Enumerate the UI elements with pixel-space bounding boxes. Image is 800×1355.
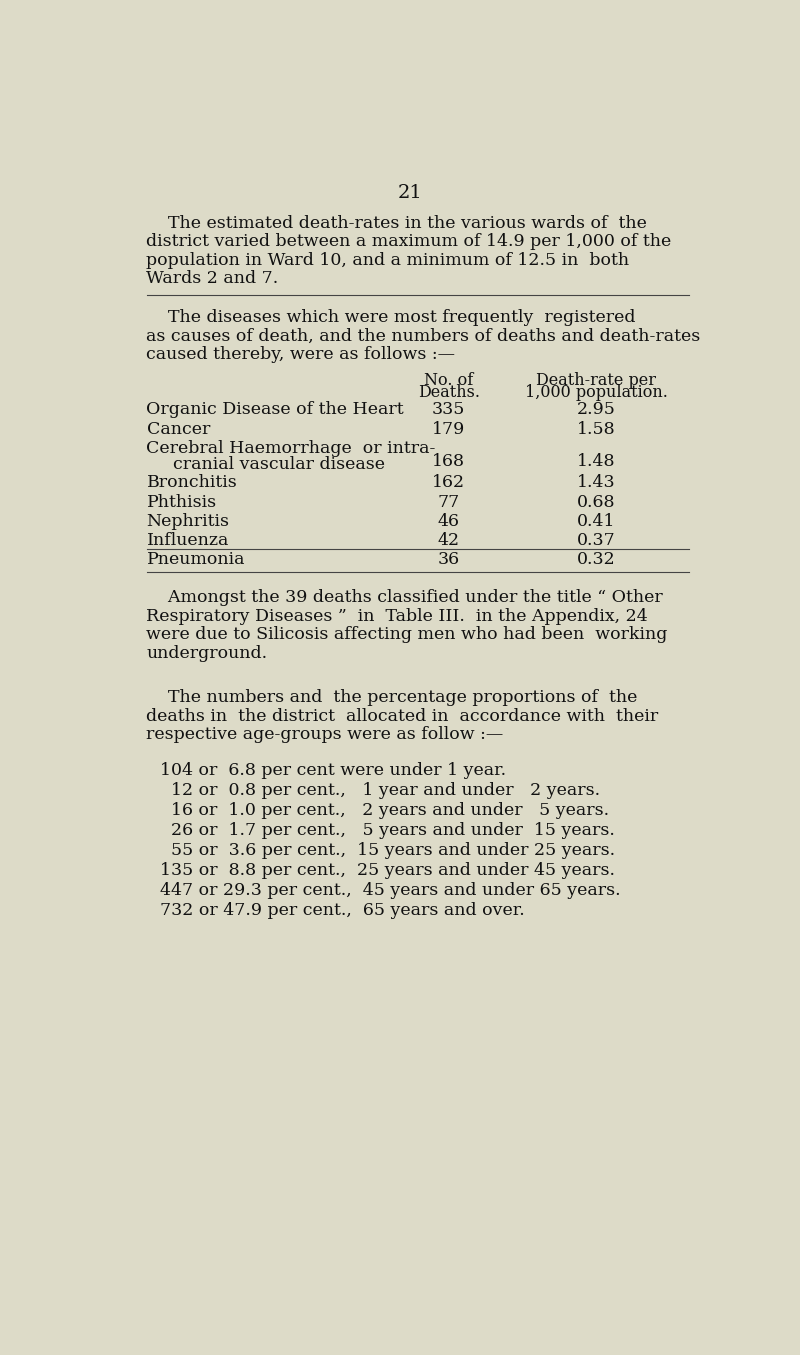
Text: 26 or  1.7 per cent.,   5 years and under  15 years.: 26 or 1.7 per cent., 5 years and under 1…: [161, 821, 615, 839]
Text: 2.95: 2.95: [577, 401, 615, 419]
Text: 36: 36: [438, 551, 460, 569]
Text: 732 or 47.9 per cent.,  65 years and over.: 732 or 47.9 per cent., 65 years and over…: [161, 902, 526, 919]
Text: 0.41: 0.41: [577, 514, 615, 530]
Text: Influenza: Influenza: [146, 533, 229, 549]
Text: 1.43: 1.43: [577, 474, 615, 492]
Text: 1,000 population.: 1,000 population.: [525, 385, 667, 401]
Text: Nephritis: Nephritis: [146, 514, 230, 530]
Text: cranial vascular disease: cranial vascular disease: [162, 457, 385, 473]
Text: were due to Silicosis affecting men who had been  working: were due to Silicosis affecting men who …: [146, 626, 668, 644]
Text: 0.32: 0.32: [577, 551, 615, 569]
Text: 1.58: 1.58: [577, 420, 615, 438]
Text: 447 or 29.3 per cent.,  45 years and under 65 years.: 447 or 29.3 per cent., 45 years and unde…: [161, 882, 621, 898]
Text: 12 or  0.8 per cent.,   1 year and under   2 years.: 12 or 0.8 per cent., 1 year and under 2 …: [161, 782, 601, 798]
Text: 135 or  8.8 per cent.,  25 years and under 45 years.: 135 or 8.8 per cent., 25 years and under…: [161, 862, 615, 879]
Text: Organic Disease of the Heart: Organic Disease of the Heart: [146, 401, 404, 419]
Text: Phthisis: Phthisis: [146, 493, 217, 511]
Text: Deaths.: Deaths.: [418, 385, 480, 401]
Text: deaths in  the district  allocated in  accordance with  their: deaths in the district allocated in acco…: [146, 707, 658, 725]
Text: 55 or  3.6 per cent.,  15 years and under 25 years.: 55 or 3.6 per cent., 15 years and under …: [161, 841, 615, 859]
Text: 168: 168: [432, 453, 466, 469]
Text: Bronchitis: Bronchitis: [146, 474, 238, 492]
Text: Cancer: Cancer: [146, 420, 210, 438]
Text: The numbers and  the percentage proportions of  the: The numbers and the percentage proportio…: [146, 690, 638, 706]
Text: caused thereby, were as follows :—: caused thereby, were as follows :—: [146, 346, 455, 363]
Text: Death-rate per: Death-rate per: [536, 373, 656, 389]
Text: 1.48: 1.48: [577, 453, 615, 469]
Text: 42: 42: [438, 533, 460, 549]
Text: 104 or  6.8 per cent were under 1 year.: 104 or 6.8 per cent were under 1 year.: [161, 762, 506, 779]
Text: The estimated death-rates in the various wards of  the: The estimated death-rates in the various…: [146, 215, 647, 232]
Text: underground.: underground.: [146, 645, 268, 661]
Text: Respiratory Diseases ”  in  Table III.  in the Appendix, 24: Respiratory Diseases ” in Table III. in …: [146, 607, 648, 625]
Text: Cerebral Haemorrhage  or intra-: Cerebral Haemorrhage or intra-: [146, 440, 436, 457]
Text: 21: 21: [398, 184, 422, 202]
Text: 77: 77: [438, 493, 460, 511]
Text: No. of: No. of: [424, 373, 474, 389]
Text: Wards 2 and 7.: Wards 2 and 7.: [146, 271, 278, 287]
Text: 0.37: 0.37: [577, 533, 615, 549]
Text: 335: 335: [432, 401, 466, 419]
Text: The diseases which were most frequently  registered: The diseases which were most frequently …: [146, 309, 636, 327]
Text: 0.68: 0.68: [577, 493, 615, 511]
Text: district varied between a maximum of 14.9 per 1,000 of the: district varied between a maximum of 14.…: [146, 233, 672, 251]
Text: 162: 162: [432, 474, 466, 492]
Text: as causes of death, and the numbers of deaths and death-rates: as causes of death, and the numbers of d…: [146, 328, 701, 344]
Text: Pneumonia: Pneumonia: [146, 551, 245, 569]
Text: respective age-groups were as follow :—: respective age-groups were as follow :—: [146, 726, 504, 744]
Text: Amongst the 39 deaths classified under the title “ Other: Amongst the 39 deaths classified under t…: [146, 589, 663, 606]
Text: population in Ward 10, and a minimum of 12.5 in  both: population in Ward 10, and a minimum of …: [146, 252, 630, 268]
Text: 46: 46: [438, 514, 460, 530]
Text: 16 or  1.0 per cent.,   2 years and under   5 years.: 16 or 1.0 per cent., 2 years and under 5…: [161, 802, 610, 818]
Text: 179: 179: [432, 420, 466, 438]
